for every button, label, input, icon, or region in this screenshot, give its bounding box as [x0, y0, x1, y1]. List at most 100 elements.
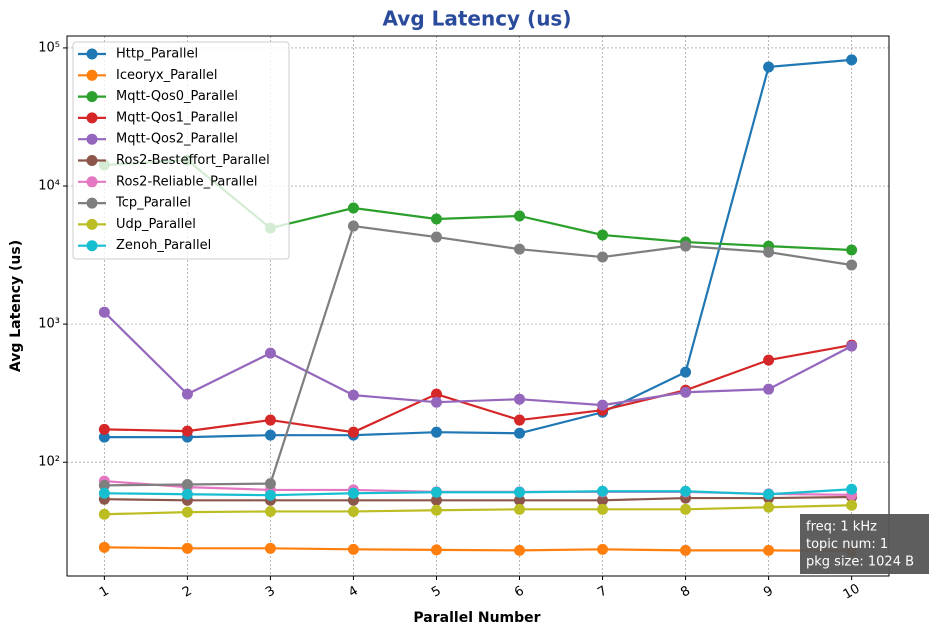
data-point	[347, 426, 359, 438]
annotation-text: topic num: 1	[806, 537, 888, 552]
data-point	[98, 508, 110, 520]
data-point	[430, 213, 442, 225]
legend-marker	[86, 240, 98, 252]
data-point	[763, 246, 775, 258]
legend-label: Ros2-Besteffort_Parallel	[116, 153, 270, 168]
legend-marker	[86, 133, 98, 145]
data-point	[430, 504, 442, 516]
data-point	[763, 488, 775, 500]
series-line	[104, 495, 852, 502]
data-point	[347, 202, 359, 214]
data-point	[597, 251, 609, 263]
data-point	[597, 485, 609, 497]
data-point	[846, 259, 858, 271]
data-point	[680, 485, 692, 497]
data-point	[430, 396, 442, 408]
data-point	[347, 389, 359, 401]
y-axis-label: Avg Latency (us)	[8, 240, 24, 372]
data-point	[597, 503, 609, 515]
legend: Http_Parallel Iceoryx_Parallel Mqtt-Qos0_P…	[72, 41, 290, 260]
data-point	[763, 501, 775, 513]
data-point	[264, 429, 276, 441]
legend-marker	[86, 69, 98, 81]
x-axis-label: Parallel Number	[413, 610, 540, 626]
legend-label: Mqtt-Qos1_Parallel	[116, 110, 238, 125]
data-point	[514, 503, 526, 515]
data-point	[264, 478, 276, 490]
data-point	[347, 220, 359, 232]
data-point	[430, 486, 442, 498]
series-line	[104, 344, 852, 434]
data-point	[514, 486, 526, 498]
chart-title: Avg Latency (us)	[383, 7, 572, 31]
y-tick-label: 10²	[38, 455, 60, 470]
data-point	[514, 494, 526, 506]
series-line	[104, 488, 852, 497]
x-tick-label: 10	[841, 581, 863, 602]
legend-label: Zenoh_Parallel	[116, 238, 211, 253]
y-tick-label: 10⁵	[38, 40, 60, 55]
data-point	[680, 544, 692, 556]
legend-box	[72, 41, 290, 260]
data-point	[763, 383, 775, 395]
data-point	[98, 479, 110, 491]
data-point	[680, 503, 692, 515]
data-point	[98, 487, 110, 499]
data-point	[763, 61, 775, 73]
data-point	[680, 386, 692, 398]
annotation-box	[800, 514, 929, 574]
data-point	[98, 306, 110, 318]
data-point	[514, 243, 526, 255]
data-point	[181, 425, 193, 437]
y-tick-label: 10⁴	[38, 179, 60, 194]
x-tick-label: 1	[97, 583, 112, 600]
data-point	[347, 543, 359, 555]
legend-label: Ros2-Reliable_Parallel	[116, 174, 258, 189]
legend-label: Mqtt-Qos0_Parallel	[116, 89, 238, 104]
data-point	[98, 541, 110, 553]
data-point	[846, 340, 858, 352]
data-point	[181, 488, 193, 500]
data-point	[514, 210, 526, 222]
x-tick-label: 9	[761, 583, 776, 600]
plot-frame	[66, 35, 890, 577]
legend-marker	[86, 197, 98, 209]
series-line	[104, 546, 852, 552]
data-point	[98, 431, 110, 443]
data-point	[514, 544, 526, 556]
x-tick-label: 2	[180, 583, 195, 600]
data-point	[347, 505, 359, 517]
data-point	[846, 54, 858, 66]
legend-label: Http_Parallel	[116, 47, 198, 62]
data-point	[181, 478, 193, 490]
data-point	[597, 399, 609, 411]
data-point	[514, 427, 526, 439]
data-point	[430, 426, 442, 438]
data-point	[430, 231, 442, 243]
x-tick-label: 4	[346, 583, 361, 600]
legend-label: Iceoryx_Parallel	[116, 68, 218, 83]
data-point	[680, 240, 692, 252]
legend-label: Tcp_Parallel	[115, 196, 191, 211]
legend-marker	[86, 48, 98, 60]
x-tick-label: 7	[595, 583, 610, 600]
data-point	[514, 393, 526, 405]
series-line	[104, 504, 852, 516]
data-point	[181, 542, 193, 554]
data-point	[264, 505, 276, 517]
legend-label: Udp_Parallel	[116, 217, 196, 232]
x-tick-label: 3	[263, 583, 278, 600]
data-point	[846, 244, 858, 256]
data-point	[846, 499, 858, 511]
data-point	[264, 489, 276, 501]
data-point	[181, 388, 193, 400]
data-point	[98, 423, 110, 435]
legend-marker	[86, 155, 98, 166]
series-line	[104, 224, 852, 487]
data-point	[597, 543, 609, 555]
data-point	[763, 354, 775, 366]
series-line	[103, 311, 853, 407]
legend-marker	[86, 112, 98, 124]
